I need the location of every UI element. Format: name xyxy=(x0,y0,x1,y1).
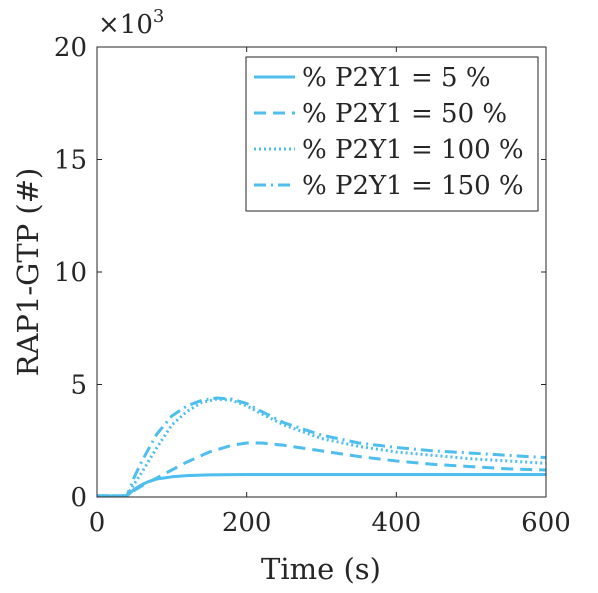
legend: % P2Y1 = 5 % % P2Y1 = 50 % % P2Y1 = 100 %%… xyxy=(245,56,539,212)
x-tick-label: 0 xyxy=(89,508,106,538)
series-line-2 xyxy=(97,441,547,498)
legend-label-3: % P2Y1 = 100 % xyxy=(302,135,524,165)
legend-label-2: % P2Y1 = 50 % xyxy=(302,99,507,129)
x-tick-label: 600 xyxy=(521,508,571,538)
y-tick-label: 10 xyxy=(54,258,87,288)
y-tick-label: 15 xyxy=(54,146,87,176)
series-line-4 xyxy=(97,396,547,498)
legend-label-1: % P2Y1 = 5 % xyxy=(302,63,491,93)
legend-box xyxy=(245,56,539,212)
y-multiplier-exponent: 3 xyxy=(153,6,164,27)
y-tick-label: 20 xyxy=(54,33,87,63)
x-axis-label: Time (s) xyxy=(261,552,381,586)
y-tick-label: 5 xyxy=(70,371,87,401)
legend-label-4: % P2Y1 = 150 % xyxy=(302,171,524,201)
y-axis-label: RAP1-GTP (#) xyxy=(11,168,45,377)
x-tick-label: 400 xyxy=(372,508,422,538)
y-multiplier-base: ×10 xyxy=(98,10,153,40)
y-tick-label: 0 xyxy=(70,483,87,513)
series-layer xyxy=(97,396,547,498)
legend-entries: % P2Y1 = 5 % % P2Y1 = 50 % % P2Y1 = 100 %%… xyxy=(254,63,524,201)
tick-layer: 0 200 400 600 0 5 10 15 20 xyxy=(54,33,571,538)
y-multiplier-label: ×103 xyxy=(98,6,164,40)
x-tick-label: 200 xyxy=(222,508,272,538)
